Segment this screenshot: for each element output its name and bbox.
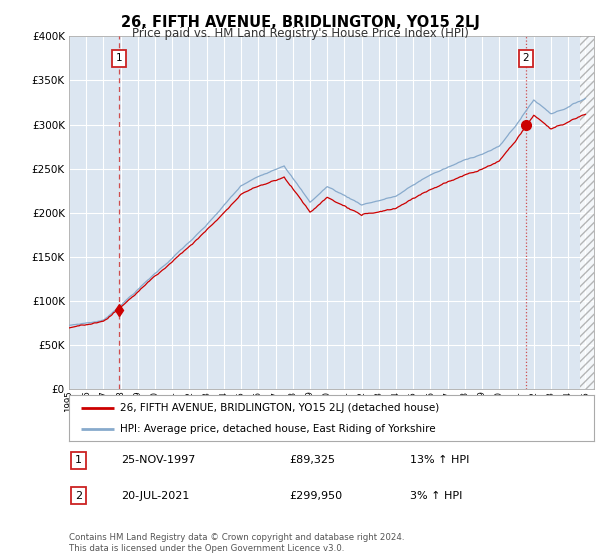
Text: 1: 1 [75,455,82,465]
Text: £89,325: £89,325 [290,455,335,465]
Text: 20-JUL-2021: 20-JUL-2021 [121,491,190,501]
Text: 13% ↑ HPI: 13% ↑ HPI [410,455,470,465]
Text: 1: 1 [116,53,122,63]
Text: 25-NOV-1997: 25-NOV-1997 [121,455,196,465]
Text: 3% ↑ HPI: 3% ↑ HPI [410,491,463,501]
Text: £299,950: £299,950 [290,491,343,501]
Text: Price paid vs. HM Land Registry's House Price Index (HPI): Price paid vs. HM Land Registry's House … [131,27,469,40]
Text: HPI: Average price, detached house, East Riding of Yorkshire: HPI: Average price, detached house, East… [121,424,436,434]
Text: 2: 2 [75,491,82,501]
Text: 26, FIFTH AVENUE, BRIDLINGTON, YO15 2LJ (detached house): 26, FIFTH AVENUE, BRIDLINGTON, YO15 2LJ … [121,403,440,413]
Text: 26, FIFTH AVENUE, BRIDLINGTON, YO15 2LJ: 26, FIFTH AVENUE, BRIDLINGTON, YO15 2LJ [121,15,479,30]
Text: 2: 2 [523,53,529,63]
Text: Contains HM Land Registry data © Crown copyright and database right 2024.
This d: Contains HM Land Registry data © Crown c… [69,533,404,553]
Bar [580,36,594,389]
